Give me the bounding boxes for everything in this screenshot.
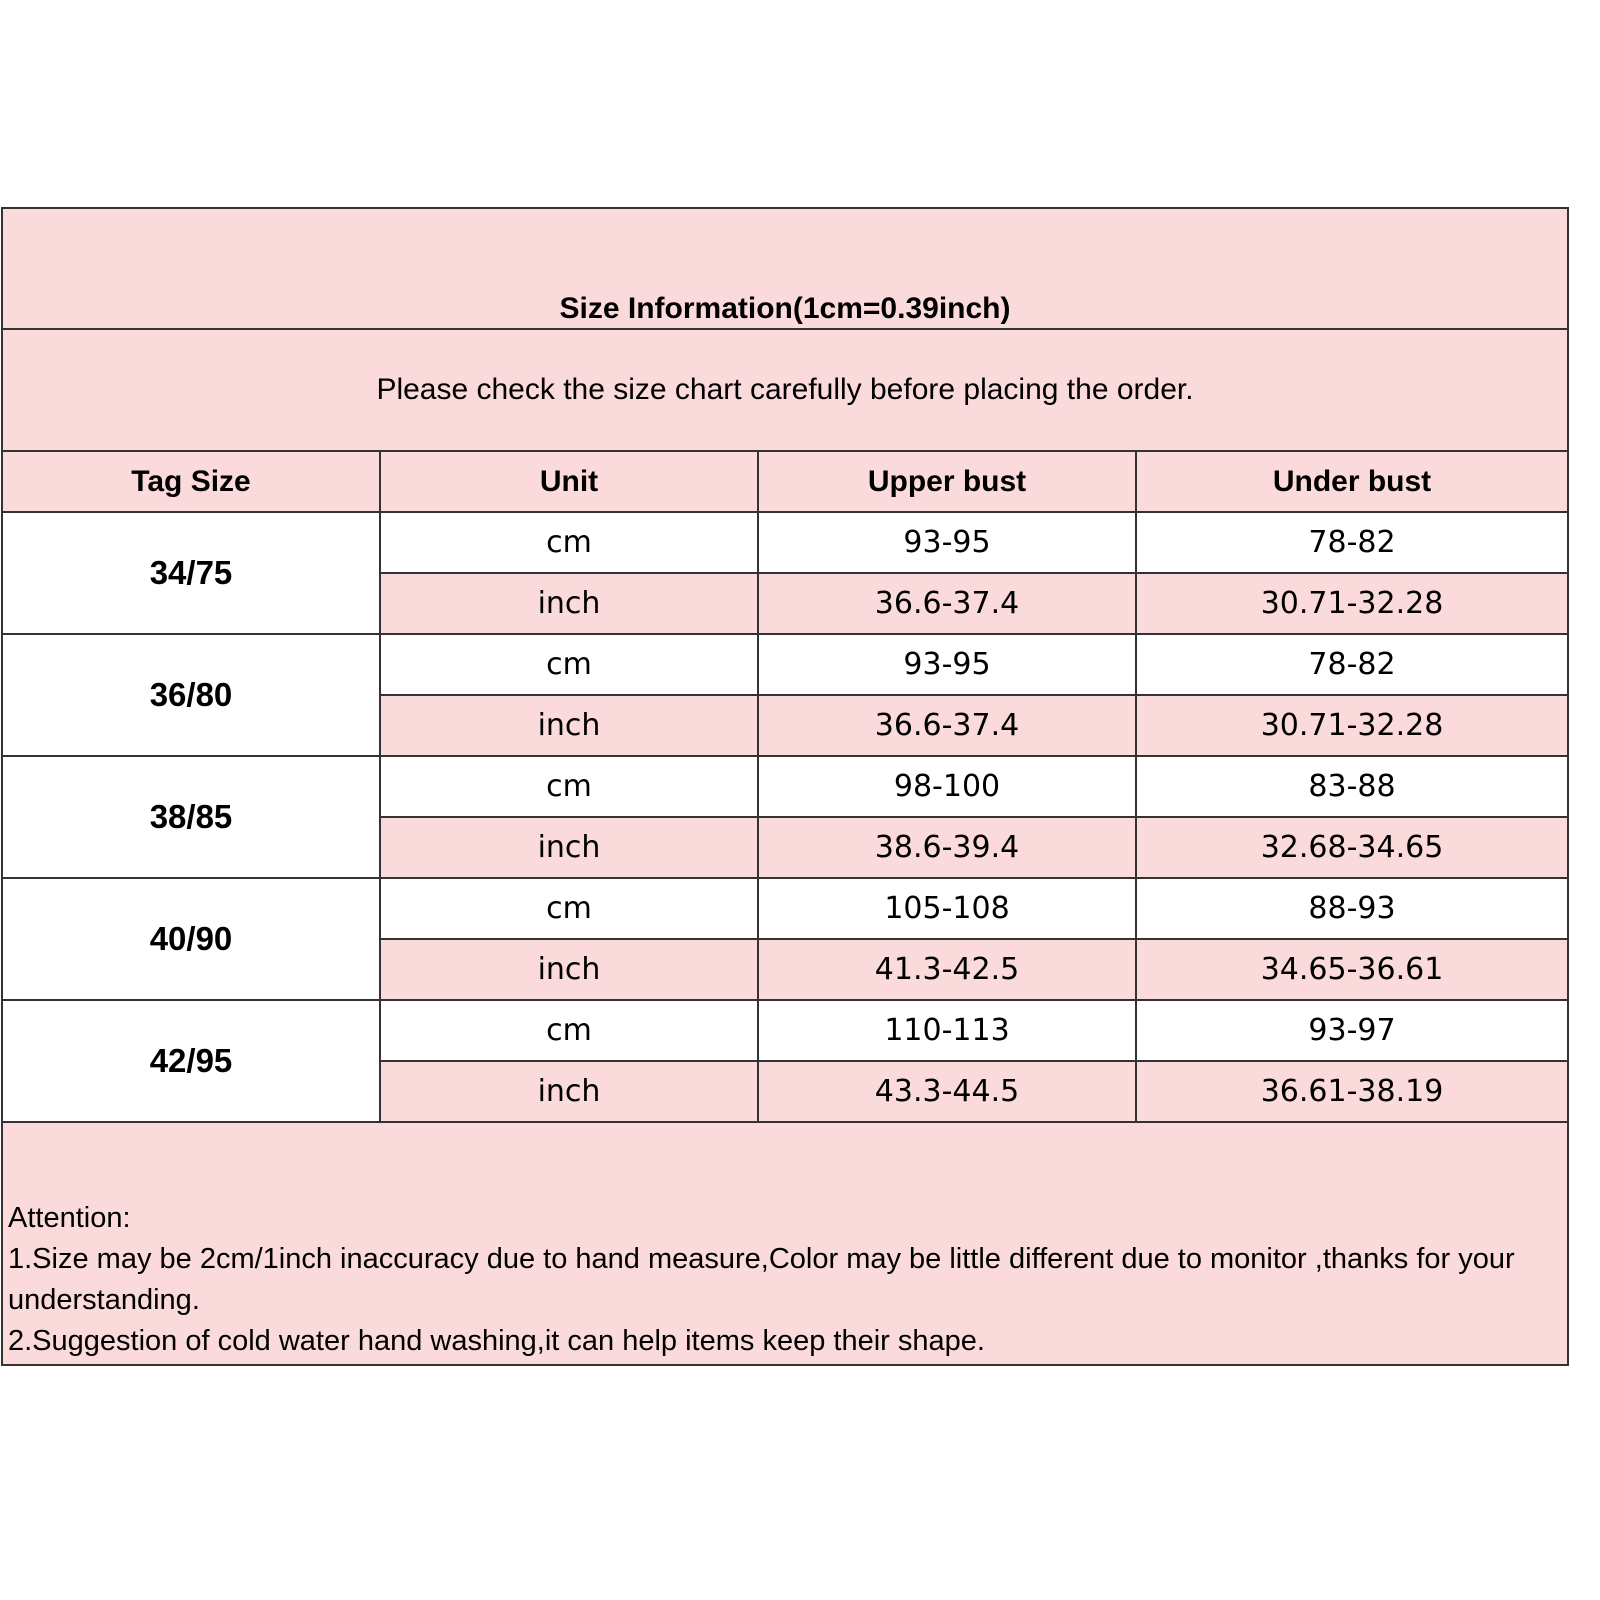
size-chart-table: Size Information(1cm=0.39inch) Please ch… — [0, 207, 1570, 1366]
table-row: inch 36.6-37.4 30.71-32.28 — [2, 572, 1570, 635]
subtitle: Please check the size chart carefully be… — [0, 328, 1570, 452]
title-cell: Size Information(1cm=0.39inch) — [0, 207, 1570, 330]
under-bust-cell: 30.71-32.28 — [1134, 572, 1570, 635]
table-row: 42/95 cm 110-113 93-97 — [1, 999, 1570, 1123]
upper-bust-cell: 43.3-44.5 — [757, 1060, 1137, 1123]
unit-cell: cm — [379, 633, 759, 696]
unit-cell: inch — [379, 1060, 759, 1123]
attention-note: 1.Size may be 2cm/1inch inaccuracy due t… — [8, 1243, 1515, 1316]
under-bust-cell: 83-88 — [1134, 755, 1570, 818]
unit-cell: cm — [379, 755, 759, 818]
attention-section: Attention: 1.Size may be 2cm/1inch inacc… — [0, 1121, 1570, 1366]
table-row: 36/80 cm 93-95 78-82 — [1, 633, 1570, 757]
upper-bust-cell: 41.3-42.5 — [757, 938, 1137, 1001]
attention-note: 2.Suggestion of cold water hand washing,… — [8, 1325, 985, 1357]
table-row: inch 41.3-42.5 34.65-36.61 — [2, 938, 1570, 1001]
table-row: 40/90 cm 105-108 88-93 — [1, 877, 1570, 1001]
unit-cell: inch — [379, 694, 759, 757]
upper-bust-cell: 98-100 — [757, 755, 1137, 818]
unit-cell: inch — [379, 572, 759, 635]
attention-heading: Attention: — [8, 1202, 131, 1234]
upper-bust-cell: 36.6-37.4 — [757, 694, 1137, 757]
under-bust-cell: 36.61-38.19 — [1134, 1060, 1570, 1123]
tag-size-cell: 34/75 — [1, 511, 381, 635]
table-row: 34/75 cm 93-95 78-82 — [1, 511, 1570, 635]
unit-cell: cm — [379, 999, 759, 1062]
table-row: 38/85 cm 98-100 83-88 — [1, 755, 1570, 879]
chart-title: Size Information(1cm=0.39inch) — [559, 292, 1011, 325]
upper-bust-cell: 93-95 — [757, 511, 1137, 574]
unit-cell: inch — [379, 938, 759, 1001]
unit-cell: inch — [379, 816, 759, 879]
tag-size-cell: 36/80 — [1, 633, 381, 757]
header-upper-bust: Upper bust — [757, 450, 1137, 513]
under-bust-cell: 93-97 — [1134, 999, 1570, 1062]
tag-size-cell: 42/95 — [1, 999, 381, 1123]
under-bust-cell: 34.65-36.61 — [1134, 938, 1570, 1001]
table-row: inch 36.6-37.4 30.71-32.28 — [2, 694, 1570, 757]
under-bust-cell: 32.68-34.65 — [1134, 816, 1570, 879]
upper-bust-cell: 110-113 — [757, 999, 1137, 1062]
under-bust-cell: 88-93 — [1134, 877, 1570, 940]
under-bust-cell: 78-82 — [1134, 633, 1570, 696]
under-bust-cell: 78-82 — [1134, 511, 1570, 574]
header-tag-size: Tag Size — [1, 450, 381, 513]
upper-bust-cell: 38.6-39.4 — [757, 816, 1137, 879]
unit-cell: cm — [379, 511, 759, 574]
header-row: Tag Size Unit Upper bust Under bust — [1, 450, 1570, 513]
upper-bust-cell: 36.6-37.4 — [757, 572, 1137, 635]
upper-bust-cell: 105-108 — [757, 877, 1137, 940]
tag-size-cell: 40/90 — [1, 877, 381, 1001]
tag-size-cell: 38/85 — [1, 755, 381, 879]
header-unit: Unit — [379, 450, 759, 513]
under-bust-cell: 30.71-32.28 — [1134, 694, 1570, 757]
upper-bust-cell: 93-95 — [757, 633, 1137, 696]
unit-cell: cm — [379, 877, 759, 940]
header-under-bust: Under bust — [1134, 450, 1570, 513]
